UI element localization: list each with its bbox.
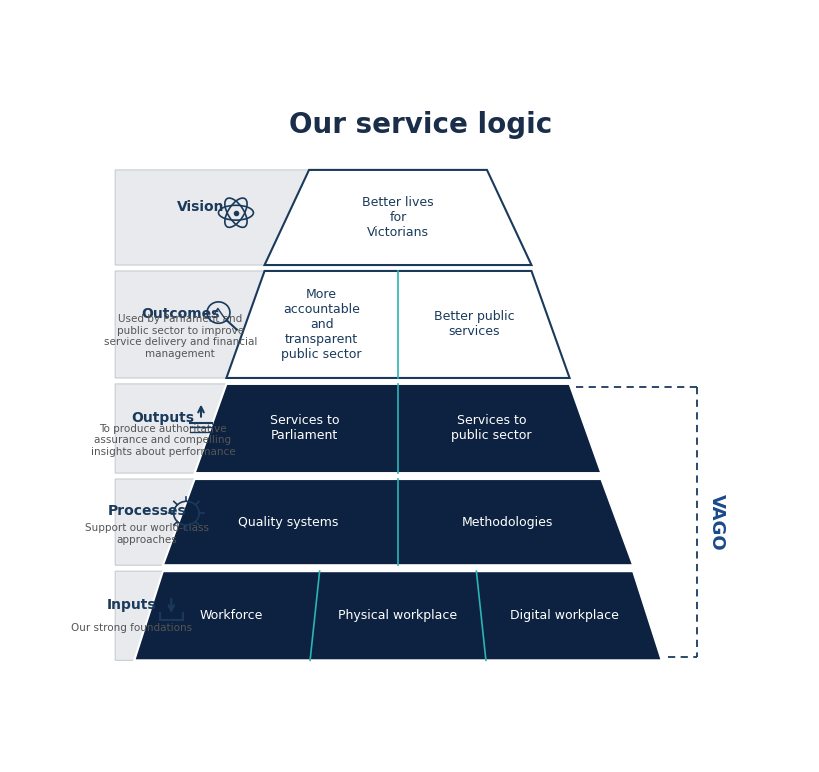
Text: Vision: Vision (177, 200, 224, 214)
Text: Services to
Parliament: Services to Parliament (269, 415, 338, 442)
Text: Our strong foundations: Our strong foundations (71, 623, 192, 632)
Text: Processes: Processes (107, 504, 186, 519)
Text: More
accountable
and
transparent
public sector: More accountable and transparent public … (281, 288, 361, 361)
Polygon shape (163, 479, 632, 565)
Text: Support our world-class
approaches: Support our world-class approaches (85, 523, 209, 545)
Text: Better lives
for
Victorians: Better lives for Victorians (362, 196, 433, 239)
Polygon shape (115, 571, 661, 660)
Text: Outcomes: Outcomes (141, 306, 219, 321)
Polygon shape (115, 479, 632, 565)
Text: Workforce: Workforce (200, 609, 263, 622)
Polygon shape (115, 384, 600, 473)
Text: Quality systems: Quality systems (238, 516, 338, 529)
Text: To produce authoritative
assurance and compelling
insights about performance: To produce authoritative assurance and c… (90, 424, 235, 457)
Text: Physical workplace: Physical workplace (338, 609, 457, 622)
Text: Inputs: Inputs (107, 598, 156, 612)
Polygon shape (194, 384, 600, 473)
Polygon shape (115, 170, 531, 265)
Polygon shape (265, 170, 531, 265)
Polygon shape (134, 571, 661, 660)
Text: Better public
services: Better public services (433, 310, 514, 338)
Text: Outputs: Outputs (131, 411, 194, 425)
Text: Used by Parliament and
public sector to improve
service delivery and financial
m: Used by Parliament and public sector to … (103, 314, 256, 359)
Text: Our service logic: Our service logic (288, 111, 551, 139)
Text: VAGO: VAGO (707, 494, 725, 550)
Polygon shape (226, 271, 569, 378)
Text: Services to
public sector: Services to public sector (451, 415, 532, 442)
Text: Methodologies: Methodologies (461, 516, 553, 529)
Text: Digital workplace: Digital workplace (509, 609, 618, 622)
Polygon shape (115, 271, 569, 378)
